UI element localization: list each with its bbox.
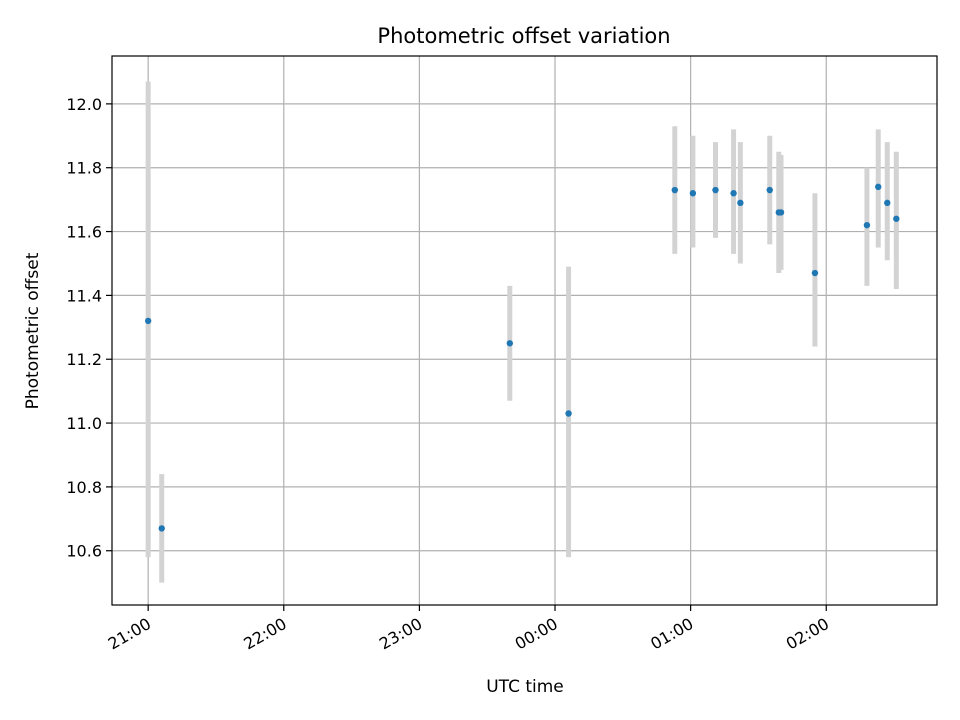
y-axis-label: Photometric offset [23,252,43,409]
y-tick-label: 10.8 [66,478,102,497]
data-point [777,209,785,216]
data-point [158,525,165,532]
y-tick-label: 10.6 [66,542,102,561]
plot-area-frame [111,55,938,606]
grid-lines [112,56,937,605]
data-points [144,183,900,532]
data-point [671,186,679,194]
data-point [144,317,152,325]
y-tick-label: 11.6 [66,223,102,242]
chart-title: Photometric offset variation [377,24,670,48]
data-point [737,199,744,207]
data-point [875,183,882,191]
data-point [766,186,773,194]
y-tick-label: 11.0 [66,414,102,433]
x-axis-label: UTC time [486,677,564,697]
data-point [730,190,737,197]
y-tick-label: 11.8 [66,159,102,178]
y-axis-ticks: 10.6 10.8 11.0 11.2 11.4 11.6 11.8 12.0 [66,95,112,561]
data-point [811,269,819,277]
data-point [712,186,719,194]
data-point [893,215,900,222]
data-point [884,199,891,207]
data-point [863,221,871,229]
y-tick-label: 12.0 [66,95,102,114]
y-tick-label: 11.2 [66,350,102,369]
data-point [565,410,572,417]
data-point [506,340,514,347]
y-tick-label: 11.4 [66,286,102,305]
data-point [689,190,697,197]
